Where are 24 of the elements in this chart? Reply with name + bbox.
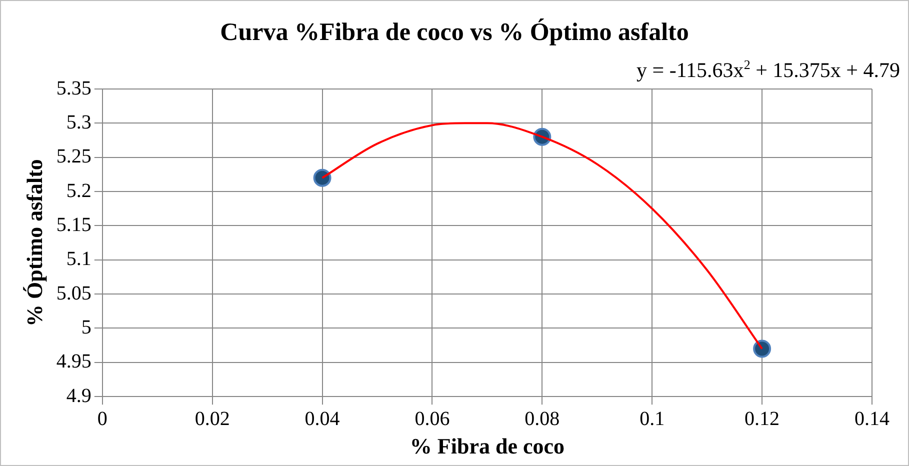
point xyxy=(753,340,772,358)
y-tick-label: 5.3 xyxy=(66,111,92,134)
point xyxy=(313,168,332,187)
x-tick-label: 0.02 xyxy=(194,408,230,430)
x-tick-label: 0.1 xyxy=(640,408,665,430)
y-tick-label: 4.9 xyxy=(66,384,92,407)
text: y = -115.63x$^{2}$ + 15.375x + 4.79 xyxy=(636,57,900,83)
chart-title: Curva %Fibra de coco vs % Óptimo asfalto xyxy=(219,19,690,47)
x-axis-title: % Fibra de coco xyxy=(410,433,564,458)
x-tick-label: 0.12 xyxy=(744,408,780,430)
y-tick-label: 5 xyxy=(81,316,92,338)
x-tick-label: 0.06 xyxy=(414,408,450,430)
y-tick-label: 5.15 xyxy=(56,214,92,236)
y-tick-label: 5.1 xyxy=(66,248,92,270)
y-axis-title: % Óptimo asfalto xyxy=(22,159,47,327)
x-tick-label: 0.14 xyxy=(854,408,890,430)
x-tick-label: 0.08 xyxy=(524,408,560,430)
y-tick-label: 5.25 xyxy=(56,146,92,168)
x-tick-label: 0 xyxy=(97,408,108,430)
y-tick-label: 5.05 xyxy=(56,282,92,304)
y-tick-label: 5.2 xyxy=(66,180,92,202)
y-tick-label: 4.95 xyxy=(56,350,92,373)
y-tick-label: 5.35 xyxy=(56,77,92,100)
x-tick-label: 0.04 xyxy=(304,408,340,430)
